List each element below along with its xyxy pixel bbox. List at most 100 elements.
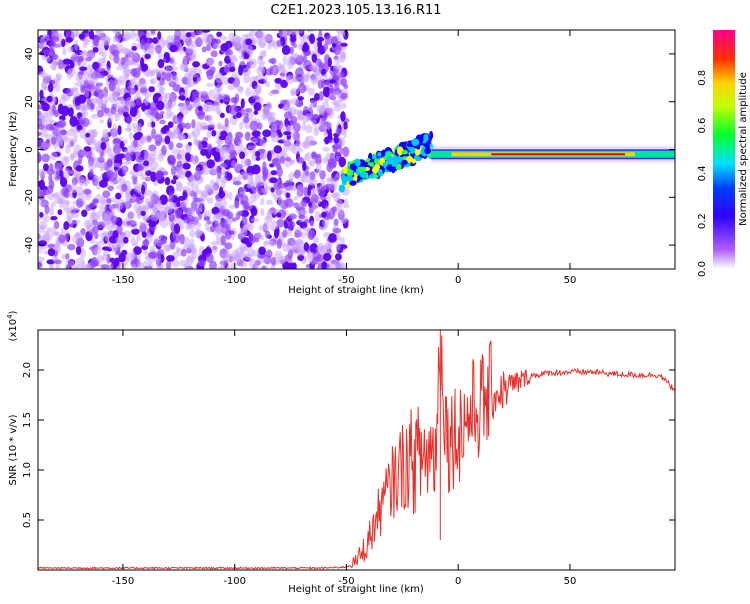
heatmap-cell <box>39 112 49 118</box>
heatmap-cell <box>171 72 177 81</box>
heatmap-cell <box>143 42 148 52</box>
heatmap-cell <box>63 188 71 199</box>
heatmap-cell <box>338 184 346 193</box>
heatmap-cell <box>183 100 192 111</box>
heatmap-cell <box>195 167 201 172</box>
heatmap-cell <box>340 78 347 86</box>
heatmap-cell <box>67 129 76 137</box>
heatmap-cell <box>183 216 190 224</box>
heatmap-cell <box>392 155 399 164</box>
heatmap-cell <box>148 222 157 228</box>
heatmap-cell <box>119 140 125 149</box>
heatmap-cell <box>237 210 244 216</box>
heatmap-cell <box>109 263 114 269</box>
heatmap-cell <box>304 136 309 145</box>
heatmap-cell <box>118 253 126 263</box>
heatmap-cell <box>167 155 176 166</box>
snr-scale-label: (x104) <box>6 310 19 341</box>
heatmap-cell <box>251 164 261 175</box>
heatmap-cell <box>301 199 308 207</box>
heatmap-cell <box>177 121 187 129</box>
heatmap-cell <box>241 215 248 226</box>
heatmap-band-core <box>491 153 625 156</box>
heatmap-cell <box>54 162 63 172</box>
heatmap-cell <box>339 51 347 61</box>
heatmap-cell <box>208 89 216 99</box>
heatmap-cell <box>150 30 156 35</box>
heatmap-cell <box>189 229 196 238</box>
heatmap-cell <box>243 124 251 129</box>
heatmap-cell <box>214 212 224 218</box>
heatmap-cell <box>245 38 253 46</box>
heatmap-cell <box>195 37 203 48</box>
heatmap-cell <box>92 35 99 47</box>
heatmap-cell <box>97 156 105 164</box>
heatmap-cell <box>115 83 121 93</box>
heatmap-cell <box>72 219 81 225</box>
heatmap-cell <box>142 204 151 210</box>
heatmap-cell <box>38 179 46 191</box>
heatmap-cell <box>205 82 214 88</box>
heatmap-cell <box>301 174 310 183</box>
heatmap-cell <box>137 30 144 38</box>
heatmap-cell <box>333 58 342 64</box>
heatmap-cell <box>132 194 137 201</box>
heatmap-cell <box>100 196 106 204</box>
heatmap-cell <box>359 171 368 179</box>
heatmap-cell <box>166 255 175 262</box>
heatmap-cell <box>297 43 303 50</box>
heatmap-cell <box>155 44 162 54</box>
y-tick-label: 2.0 <box>22 362 33 378</box>
heatmap-cell <box>278 30 288 38</box>
heatmap-cell <box>131 50 137 58</box>
heatmap-cell <box>127 60 134 66</box>
heatmap-cell <box>75 73 84 83</box>
heatmap-cell <box>47 117 54 124</box>
heatmap-cell <box>102 190 111 199</box>
heatmap-cell <box>41 102 50 112</box>
heatmap-cell <box>49 125 55 131</box>
heatmap-cell <box>300 245 305 256</box>
heatmap-cell <box>191 119 196 129</box>
heatmap-cell <box>210 50 218 58</box>
heatmap-cell <box>333 135 339 144</box>
heatmap-cell <box>262 50 267 57</box>
heatmap-cell <box>49 205 55 216</box>
spectrogram-panel: -150 -100 -50 0 50 -40 -20 0 20 40 Height of str… <box>8 29 676 296</box>
heatmap-cell <box>224 50 231 57</box>
heatmap-cell <box>289 46 295 55</box>
heatmap-cell <box>200 148 208 156</box>
heatmap-cell <box>152 93 159 104</box>
snr-panel: -150 -100 -50 0 50 0.5 1.0 1.5 2.0 Height of st… <box>6 310 676 595</box>
heatmap-cell <box>219 153 226 159</box>
heatmap-cell <box>253 102 262 112</box>
heatmap-cell <box>333 55 339 60</box>
heatmap-cell <box>307 87 316 96</box>
heatmap-cell <box>297 109 304 118</box>
heatmap-cell <box>123 236 129 244</box>
heatmap-cell <box>325 87 330 98</box>
heatmap-cell <box>228 54 236 61</box>
colorbar-tick-label: 0.0 <box>697 261 708 277</box>
heatmap-cell <box>131 228 140 235</box>
heatmap-cell <box>107 185 114 191</box>
heatmap-cell <box>147 158 154 167</box>
heatmap-cell <box>340 102 347 109</box>
heatmap-cell <box>209 179 216 188</box>
heatmap-cell <box>75 232 80 237</box>
heatmap-cell <box>113 163 123 168</box>
heatmap-cell <box>185 170 192 177</box>
heatmap-cell <box>386 157 393 163</box>
heatmap-cell <box>110 215 118 224</box>
heatmap-cell <box>214 72 224 84</box>
heatmap-cell <box>275 212 282 218</box>
heatmap-cell <box>331 206 337 212</box>
heatmap-cell <box>287 249 294 259</box>
heatmap-cell <box>297 83 307 94</box>
heatmap-cell <box>290 87 300 95</box>
heatmap-cell <box>53 220 60 230</box>
heatmap-cell <box>213 151 221 163</box>
heatmap-cell <box>161 144 167 156</box>
heatmap-cell <box>253 109 259 116</box>
heatmap-cell <box>327 57 332 68</box>
